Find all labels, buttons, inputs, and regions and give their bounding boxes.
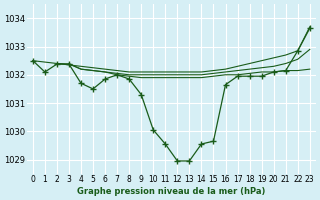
X-axis label: Graphe pression niveau de la mer (hPa): Graphe pression niveau de la mer (hPa) [77,187,266,196]
